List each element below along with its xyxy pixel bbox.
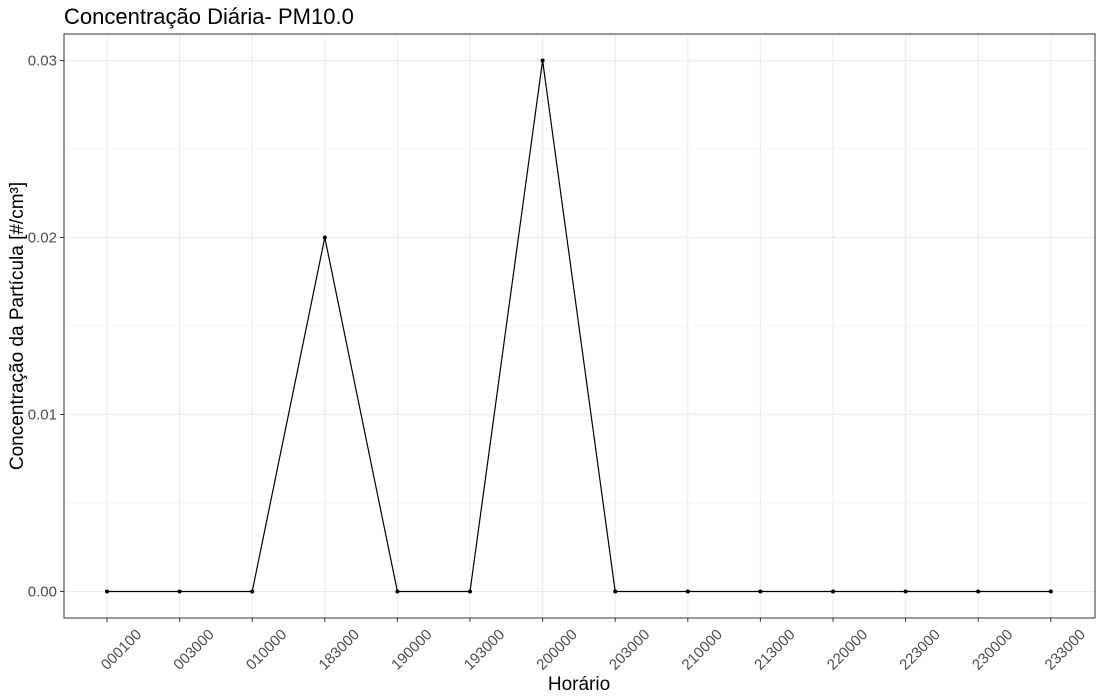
data-point — [976, 589, 981, 594]
chart-title: Concentração Diária- PM10.0 — [64, 4, 354, 29]
x-tick-label: 183000 — [316, 626, 363, 673]
data-point — [1048, 589, 1053, 594]
y-axis: 0.00 0.01 0.02 0.03 — [28, 53, 64, 600]
x-tick-label: 210000 — [679, 626, 726, 673]
x-tick-label: 003000 — [170, 626, 217, 673]
data-point — [322, 235, 327, 240]
data-point — [540, 58, 545, 63]
x-tick-label: 190000 — [388, 626, 435, 673]
y-tick-label: 0.03 — [28, 53, 57, 70]
y-axis-title: Concentração da Partícula [#/cm³] — [7, 182, 28, 470]
x-tick-label: 230000 — [969, 626, 1016, 673]
grid — [64, 34, 1095, 618]
x-tick-label: 010000 — [243, 626, 290, 673]
x-tick-label: 220000 — [824, 626, 871, 673]
series-line — [107, 60, 1051, 593]
x-axis: 000100 003000 010000 183000 190000 193000 2000… — [98, 618, 1089, 674]
data-point — [250, 589, 255, 594]
x-axis-title: Horário — [548, 674, 610, 695]
series-points — [105, 58, 1053, 594]
x-tick-label: 193000 — [461, 626, 508, 673]
x-tick-label: 213000 — [751, 626, 798, 673]
x-tick-label: 000100 — [98, 626, 145, 673]
y-tick-label: 0.01 — [28, 406, 57, 423]
x-tick-label: 203000 — [606, 626, 653, 673]
plot-panel — [63, 33, 1096, 619]
x-tick-label: 200000 — [533, 626, 580, 673]
data-point — [613, 589, 618, 594]
data-point — [758, 589, 763, 594]
x-tick-label: 223000 — [896, 626, 943, 673]
data-point — [468, 589, 472, 594]
data-point — [395, 589, 400, 594]
x-tick-label: 233000 — [1042, 626, 1089, 673]
data-point — [685, 589, 690, 594]
data-point — [831, 589, 835, 594]
data-point — [105, 589, 109, 594]
y-tick-label: 0.02 — [28, 230, 57, 247]
data-point — [177, 589, 182, 594]
y-tick-label: 0.00 — [28, 583, 57, 600]
data-point — [903, 589, 908, 594]
